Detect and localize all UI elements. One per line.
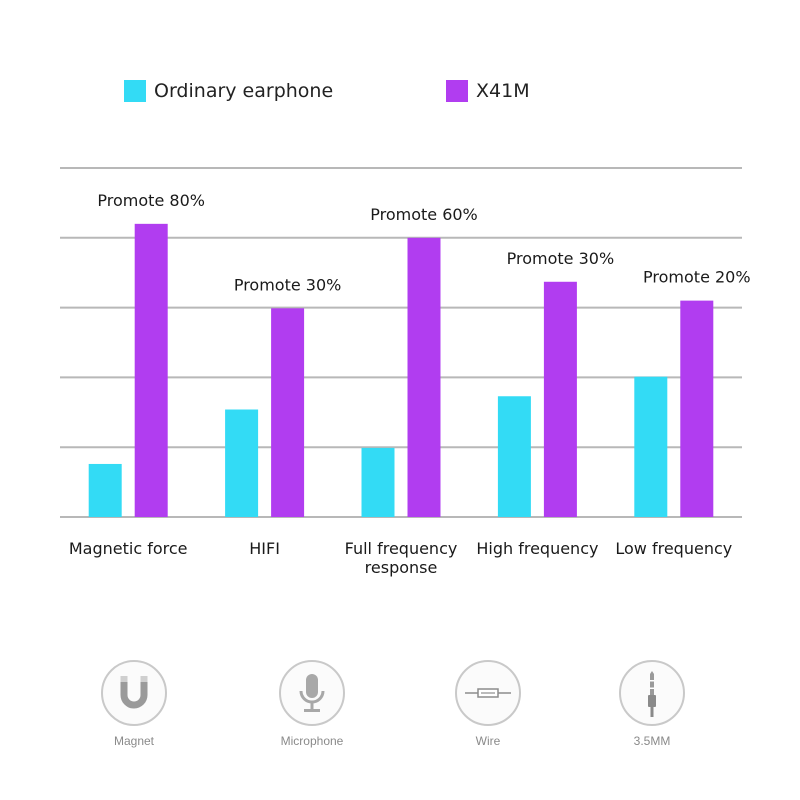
legend-item-ordinary-earphone: Ordinary earphone [124, 78, 333, 104]
category-label: response [365, 558, 438, 577]
feature-label: Wire [475, 734, 501, 748]
legend-swatch-x41m [446, 80, 468, 102]
bar-chart: Promote 80% Magnetic force Promote 30% HIFI… [60, 167, 751, 577]
bar-x41m [271, 308, 305, 517]
bar-x41m [543, 281, 577, 517]
feature-label: 3.5MM [633, 734, 671, 748]
magnet-icon [120, 676, 148, 709]
bar-ordinary-earphone [225, 409, 259, 517]
feature-circle [455, 660, 521, 726]
feature-label: Magnet [113, 734, 155, 748]
bar-ordinary-earphone [361, 447, 395, 517]
category-label: Low frequency [615, 539, 732, 558]
data-label-promote: Promote 20% [643, 268, 751, 287]
microphone-icon [299, 674, 325, 712]
feature-row: Magnet Microphone Wire [0, 660, 800, 770]
feature-wire: Wire [418, 660, 558, 748]
bar-ordinary-earphone [88, 463, 122, 517]
category-label: HIFI [249, 539, 280, 558]
feature-circle [101, 660, 167, 726]
audio-jack-icon [648, 671, 656, 717]
feature-magnet: Magnet [64, 660, 204, 748]
feature-circle [619, 660, 685, 726]
legend-swatch-ordinary [124, 80, 146, 102]
wire-icon [465, 688, 511, 698]
category-label: High frequency [476, 539, 598, 558]
bar-x41m [680, 300, 714, 517]
legend-item-x41m: X41M [446, 78, 530, 104]
bar-ordinary-earphone [634, 376, 668, 517]
data-label-promote: Promote 60% [370, 205, 478, 224]
feature-label: Microphone [280, 734, 344, 748]
category-label: Magnetic force [69, 539, 188, 558]
bar-ordinary-earphone [497, 396, 531, 517]
legend-label-x41m: X41M [476, 80, 530, 102]
bar-x41m [134, 223, 168, 517]
feature-audio-jack: 3.5MM [582, 660, 722, 748]
feature-microphone: Microphone [242, 660, 382, 748]
data-label-promote: Promote 30% [507, 249, 615, 268]
data-label-promote: Promote 80% [97, 191, 205, 210]
category-label: Full frequency [345, 539, 458, 558]
bar-x41m [407, 237, 441, 518]
feature-circle [279, 660, 345, 726]
legend-label-ordinary: Ordinary earphone [154, 80, 334, 102]
data-label-promote: Promote 30% [234, 275, 342, 294]
